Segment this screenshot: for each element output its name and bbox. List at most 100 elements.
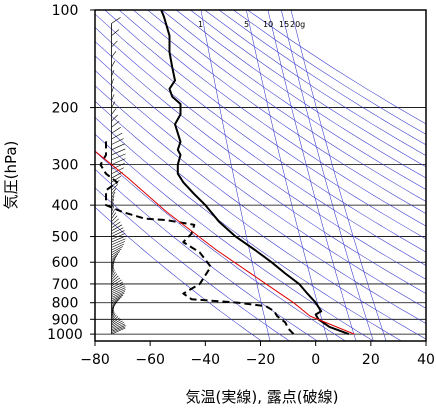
- plot-frame: [94, 9, 427, 342]
- temperature-profile: [160, 10, 350, 336]
- wind-barb-800: [111, 296, 122, 303]
- dry-adiabat-340: [95, 55, 426, 294]
- wind-barb-620: [111, 260, 115, 267]
- mixing-ratio-line-20: [290, 10, 387, 341]
- wind-barb-280: [111, 148, 126, 156]
- wind-barb-740: [111, 285, 126, 293]
- wind-barb-710: [111, 279, 122, 287]
- dry-adiabat-470: [233, 10, 426, 135]
- wind-barbs: [111, 17, 126, 335]
- wind-barb-520: [111, 235, 126, 243]
- dry-adiabat-450: [204, 10, 426, 156]
- wind-barb-1000: [111, 327, 126, 335]
- y-tick-label-700: 700: [52, 277, 79, 293]
- wind-barb-960: [111, 322, 125, 329]
- mixing-ratio-label-15: 15: [279, 20, 289, 29]
- wind-barb-750: [111, 287, 126, 294]
- wind-barb-700: [111, 277, 121, 285]
- wind-barb-930: [111, 317, 120, 325]
- mixing-ratio-line-5: [246, 10, 329, 341]
- mixing-ratio-line-1: [200, 10, 271, 341]
- dry-adiabat-390: [118, 10, 426, 227]
- wind-barb-980: [111, 325, 126, 332]
- wind-barb-910: [111, 314, 117, 322]
- profile-series: [95, 10, 355, 336]
- x-tick-label-6: 40: [417, 352, 435, 368]
- wind-barb-420: [111, 205, 115, 213]
- wind-barb-680: [111, 273, 118, 281]
- wind-barb-670: [111, 271, 116, 278]
- wind-barb-890: [111, 311, 115, 318]
- wind-barb-200: [111, 101, 116, 108]
- wind-barb-970: [111, 323, 125, 331]
- dry-adiabat-330: [95, 70, 426, 309]
- x-axis-label: 気温(実線), 露点(破線): [186, 388, 339, 406]
- dewpoint-profile: [99, 139, 295, 335]
- wind-barb-530: [111, 238, 126, 246]
- dry-adiabat-320: [95, 85, 426, 324]
- y-axis-label: 気圧(hPa): [2, 141, 20, 210]
- wind-barb-580: [111, 251, 120, 258]
- wind-barb-250: [111, 132, 123, 140]
- wind-barb-660: [111, 269, 115, 276]
- dry-adiabat-370: [95, 13, 426, 253]
- wind-barb-780: [111, 292, 125, 300]
- wind-barb-290: [111, 153, 126, 161]
- dry-adiabat-360: [95, 27, 426, 266]
- y-tick-label-800: 800: [52, 296, 79, 312]
- wind-barb-640: [111, 265, 114, 272]
- wind-barb-730: [111, 283, 125, 291]
- wind-barb-810: [111, 298, 121, 305]
- wind-barb-920: [111, 316, 119, 323]
- dry-adiabat-300: [95, 116, 402, 341]
- wind-barb-500: [111, 230, 125, 237]
- y-tick-label-400: 400: [52, 198, 79, 214]
- wind-barb-450: [111, 215, 118, 222]
- y-tick-label-600: 600: [52, 255, 79, 271]
- y-tick-label-100: 100: [52, 3, 79, 19]
- wind-barb-160: [111, 70, 115, 77]
- y-tick-label-200: 200: [52, 101, 79, 117]
- wind-barb-600: [111, 256, 117, 263]
- wind-barb-940: [111, 319, 122, 326]
- wind-barb-440: [111, 212, 117, 219]
- mixing-ratio-labels: 1 5 10 15 20g: [198, 20, 305, 29]
- wind-barb-400: [111, 199, 114, 206]
- x-tick-label-3: −20: [246, 352, 276, 368]
- wind-barb-570: [111, 248, 122, 256]
- wind-barb-240: [111, 126, 121, 134]
- dry-adiabat-400: [133, 10, 426, 214]
- wind-barb-610: [111, 258, 116, 265]
- x-tick-label-1: −60: [135, 352, 165, 368]
- wind-barb-790: [111, 294, 124, 302]
- parcel-profile: [95, 150, 355, 335]
- wind-barb-320: [111, 167, 124, 175]
- wind-barb-540: [111, 241, 126, 248]
- wind-barb-130: [111, 40, 118, 48]
- mixing-ratio-label-1: 1: [198, 20, 203, 29]
- wind-barb-860: [111, 306, 115, 314]
- wind-barb-190: [111, 94, 115, 101]
- mixing-ratio-label-10: 10: [263, 20, 273, 29]
- wind-barb-350: [111, 180, 120, 187]
- y-tick-label-1000: 1000: [47, 327, 83, 343]
- wind-barb-430: [111, 209, 115, 216]
- wind-barb-490: [111, 227, 124, 234]
- wind-barb-830: [111, 301, 118, 309]
- wind-barb-950: [111, 320, 123, 328]
- wind-barb-180: [111, 86, 114, 93]
- wind-barb-870: [111, 308, 114, 315]
- y-tick-label-300: 300: [52, 158, 79, 174]
- x-tick-label-5: 20: [362, 352, 380, 368]
- wind-barb-150: [111, 60, 116, 68]
- wind-barb-720: [111, 281, 124, 289]
- wind-barb-760: [111, 289, 126, 296]
- dry-adiabat-410: [147, 10, 426, 202]
- wind-barb-270: [111, 143, 125, 151]
- mixing-ratio-line-15: [281, 10, 374, 341]
- wind-barb-470: [111, 221, 121, 229]
- wind-barb-460: [111, 218, 119, 226]
- wind-barb-230: [111, 121, 120, 128]
- mixing-ratio-label-5: 5: [244, 20, 249, 29]
- wind-barb-170: [111, 78, 114, 85]
